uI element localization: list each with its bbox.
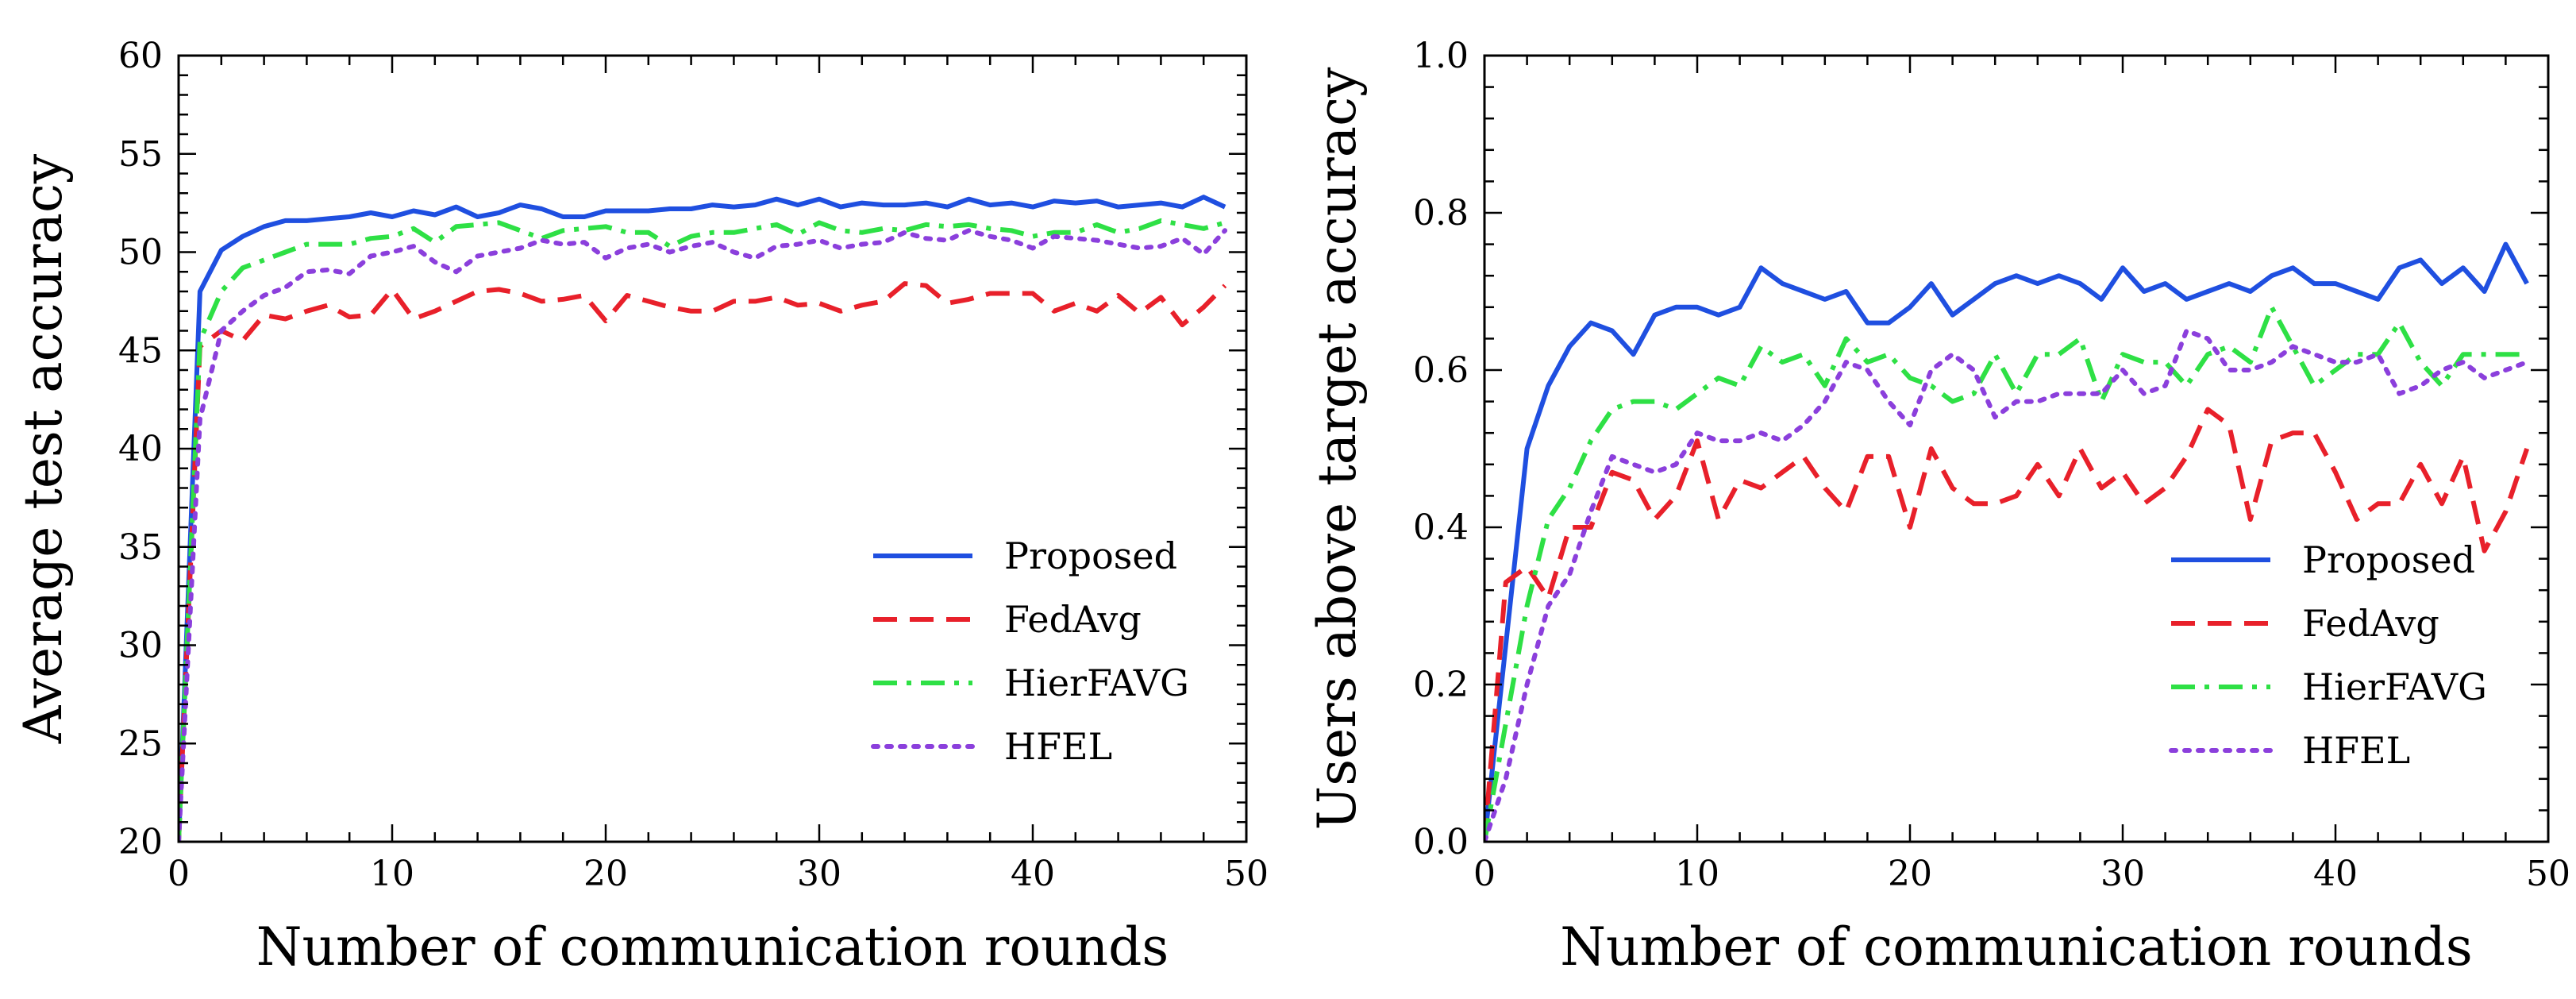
legend: Proposed FedAvg HierFAVG HFEL <box>871 534 1189 768</box>
legend-label-fedavg: FedAvg <box>2302 602 2439 645</box>
y-tick-label: 0.8 <box>1413 193 1469 233</box>
x-tick-label: 40 <box>2313 854 2358 894</box>
series-line-proposed <box>179 195 1226 842</box>
plot-frame <box>1483 54 2550 843</box>
left-chart-panel: 0 10 20 30 40 50 20 25 30 35 40 45 50 55 60 Number of c… <box>13 36 1269 978</box>
legend-label-hierfavg: HierFAVG <box>2302 665 2487 708</box>
series-line-hierfavg <box>1484 304 2528 842</box>
x-axis-label: Number of communication rounds <box>256 916 1169 978</box>
x-tick-label: 50 <box>1224 854 1269 894</box>
x-tick-label: 50 <box>2526 854 2570 894</box>
y-tick-label: 1.0 <box>1413 36 1469 76</box>
y-tick-label: 20 <box>118 822 163 862</box>
x-tick-label: 10 <box>370 854 414 894</box>
y-tick-label: 0.6 <box>1413 350 1469 391</box>
legend-label-hierfavg: HierFAVG <box>1004 662 1189 704</box>
x-tick-label: 30 <box>797 854 841 894</box>
legend: Proposed FedAvg HierFAVG HFEL <box>2169 538 2487 772</box>
x-tick-label: 20 <box>1888 854 1932 894</box>
series-line-proposed <box>1484 241 2529 842</box>
legend-label-hfel: HFEL <box>2302 729 2410 772</box>
y-tick-label: 25 <box>118 723 163 764</box>
y-tick-label: 30 <box>118 626 163 666</box>
x-tick-label: 30 <box>2100 854 2145 894</box>
y-tick-label: 60 <box>118 36 163 76</box>
x-tick-label: 0 <box>1473 854 1496 894</box>
y-tick-label: 0.0 <box>1413 822 1469 862</box>
x-tick-label: 10 <box>1675 854 1719 894</box>
x-tick-label: 20 <box>583 854 628 894</box>
series-line-hierfavg <box>179 218 1226 842</box>
x-tick-label: 40 <box>1011 854 1055 894</box>
y-tick-label: 50 <box>118 233 163 273</box>
y-tick-label: 55 <box>118 134 163 175</box>
x-axis-label: Number of communication rounds <box>1560 916 2472 978</box>
legend-label-proposed: Proposed <box>2302 538 2475 581</box>
y-axis-label: Average test accuracy <box>13 153 74 744</box>
series-group <box>179 195 1228 842</box>
series-group <box>1484 241 2530 842</box>
series-line-hfel <box>179 228 1228 842</box>
series-line-hfel <box>1484 328 2530 842</box>
y-tick-label: 0.2 <box>1413 665 1469 705</box>
y-tick-label: 35 <box>118 527 163 568</box>
x-tick-label: 0 <box>167 854 190 894</box>
legend-label-fedavg: FedAvg <box>1004 598 1142 641</box>
y-tick-label: 45 <box>118 330 163 371</box>
y-tick-label: 40 <box>118 429 163 469</box>
right-chart-panel: 0 10 20 30 40 50 0.0 0.2 0.4 0.6 0.8 1.0 Number of c… <box>1307 36 2570 978</box>
series-line-fedavg <box>179 281 1227 842</box>
legend-label-proposed: Proposed <box>1004 534 1177 577</box>
y-tick-label: 0.4 <box>1413 507 1469 548</box>
y-axis-label: Users above target accuracy <box>1307 67 1368 830</box>
series-line-fedavg <box>1484 407 2530 842</box>
legend-label-hfel: HFEL <box>1004 725 1112 768</box>
